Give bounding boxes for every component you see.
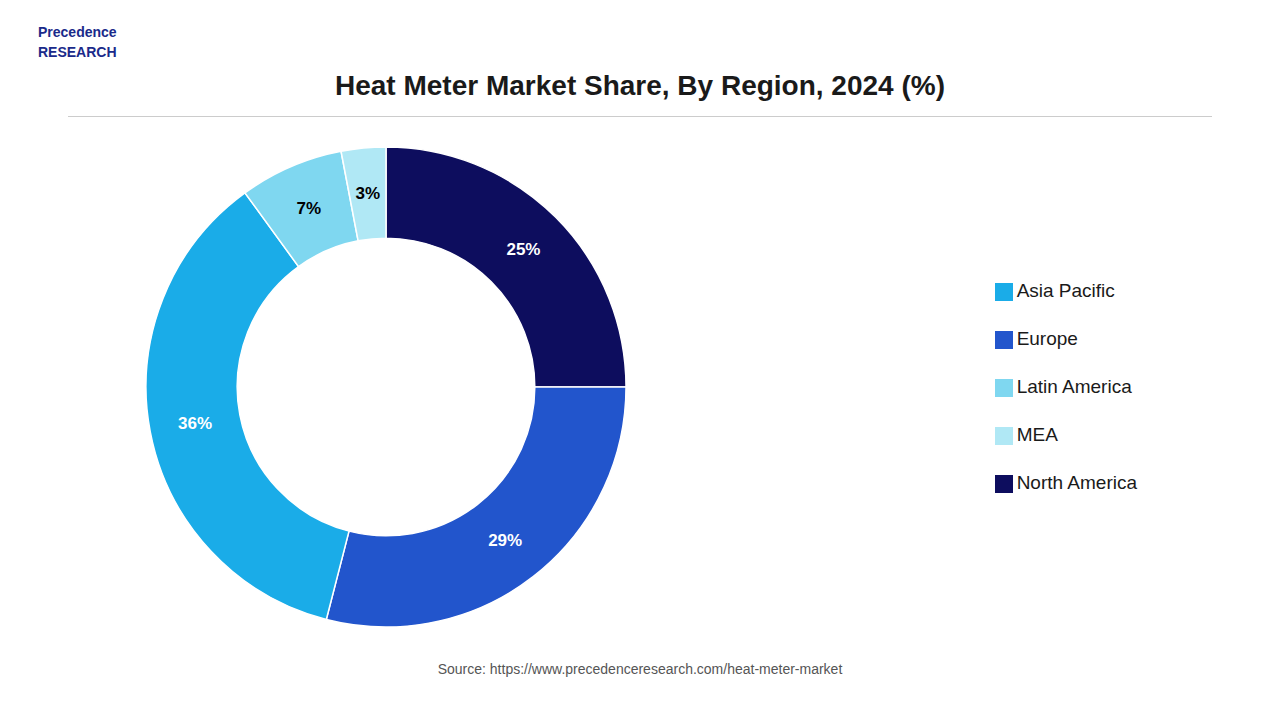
html-text:Heat Meter Market Share, By Re: Heat Meter Market Share, By Region, 2024… [335, 70, 945, 101]
svg-text:7%: 7% [297, 199, 322, 218]
html-text:RESEARCH: RESEARCH [38, 44, 117, 60]
html-text:North America: North America [1016, 472, 1137, 493]
svg-text:3%: 3% [355, 184, 380, 203]
html-text:Source: https://www.precedence: Source: https://www.precedenceresearch.c… [437, 661, 843, 677]
svg-text:25%: 25% [506, 240, 540, 259]
svg-text:29%: 29% [488, 531, 522, 550]
html-text:Latin America: Latin America [1016, 376, 1132, 397]
svg-text:36%: 36% [178, 414, 212, 433]
html-text:Precedence: Precedence [38, 24, 117, 40]
html-text:MEA: MEA [1016, 424, 1058, 445]
html-text:Europe: Europe [1016, 328, 1078, 349]
html-text:Asia Pacific: Asia Pacific [1016, 280, 1115, 301]
